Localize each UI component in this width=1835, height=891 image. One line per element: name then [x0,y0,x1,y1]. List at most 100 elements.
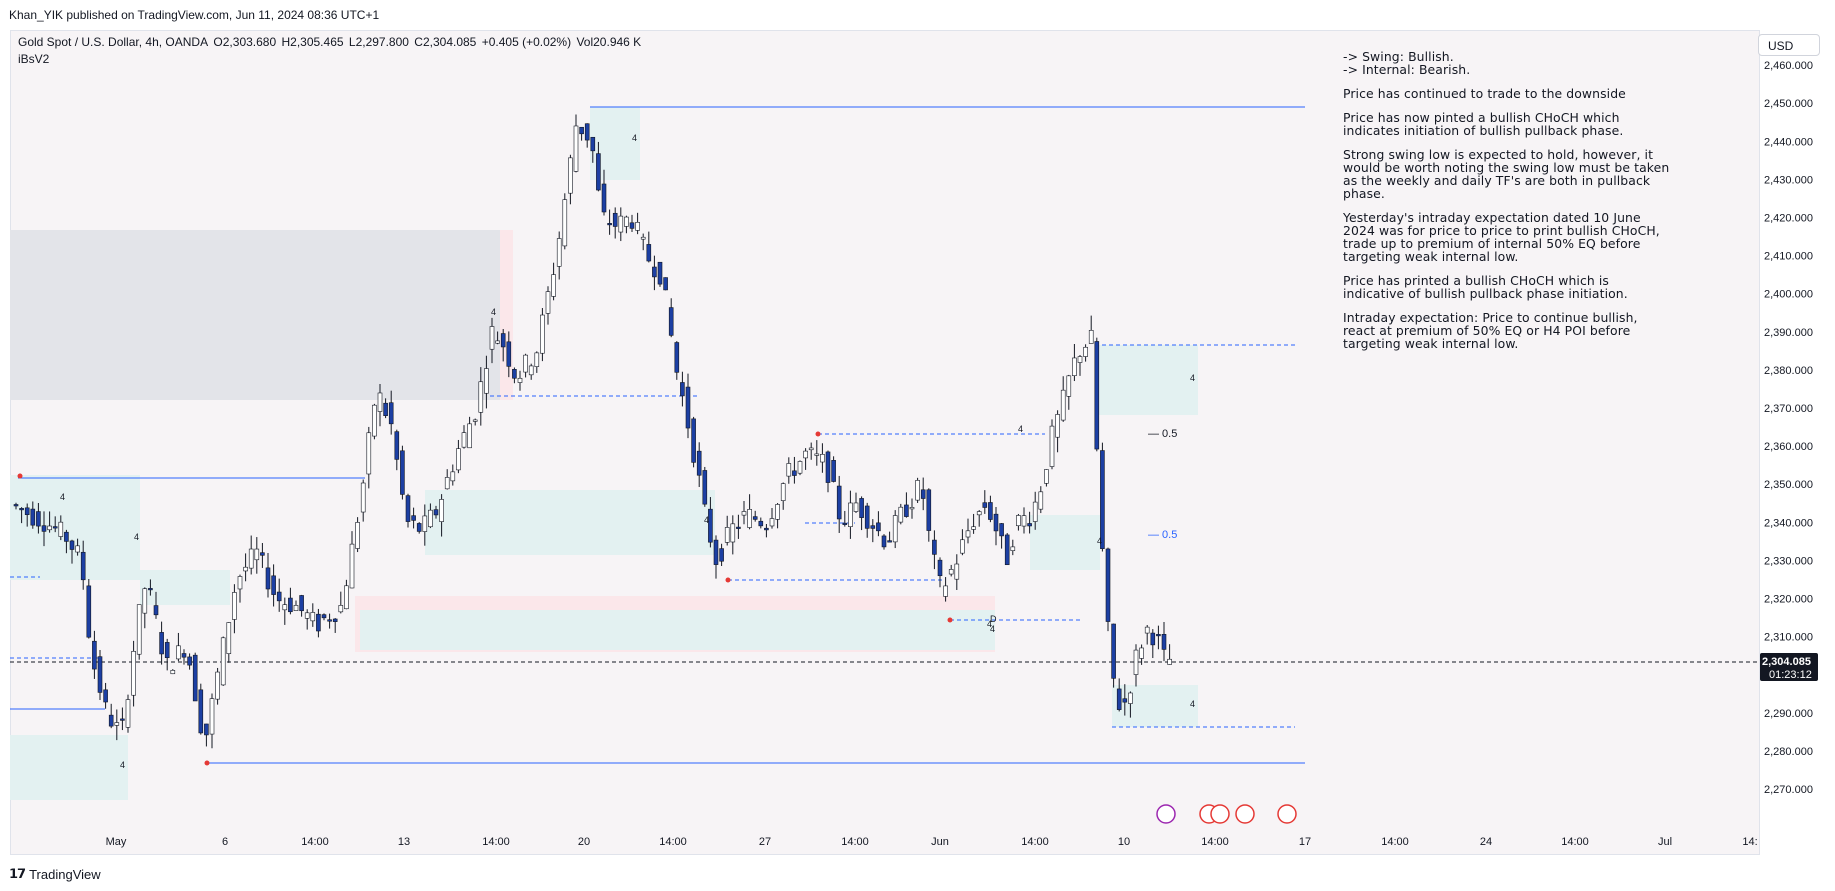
bullish-candle [450,471,456,482]
bullish-candle [377,392,383,412]
bearish-candle [876,522,881,532]
bearish-candle [416,523,422,532]
price-tick: 2,380.000 [1764,365,1813,377]
bearish-candle [736,526,741,529]
note-paragraph: Strong swing low is expected to hold, ho… [1343,147,1670,201]
bullish-candle [965,530,971,538]
bearish-candle [584,123,590,141]
swing-point-marker [815,431,821,437]
bearish-candle [383,402,388,416]
time-tick: 14:00 [659,836,687,848]
bearish-candle [405,495,411,522]
bullish-candle [232,592,237,620]
bullish-candle [114,722,120,726]
bearish-candle [652,266,657,278]
bullish-candle [1032,501,1038,522]
eq-label: — 0.5 [1148,529,1177,541]
bearish-candle [831,460,836,482]
bullish-candle [1072,357,1077,376]
time-tick: 14:00 [482,836,510,848]
bearish-candle [612,212,618,227]
price-tick: 2,340.000 [1764,517,1813,529]
bearish-candle [590,136,596,152]
time-tick: Jul [1658,836,1672,848]
demand-zone [10,735,128,800]
bearish-candle [506,341,512,367]
bullish-candle [1016,515,1021,527]
bullish-candle [142,588,148,614]
bearish-candle [792,470,797,476]
legend-volume: Vol20.946 K [576,35,642,49]
time-tick: 14: [1742,836,1757,848]
bullish-candle [1083,346,1088,357]
us-flag-icon [1210,804,1230,824]
bullish-candle [803,450,808,459]
bearish-candle [579,126,584,135]
bullish-candle [562,199,568,247]
time-tick: 10 [1118,836,1130,848]
bearish-candle [596,153,601,191]
bullish-candle [220,637,226,686]
bullish-candle [534,352,540,367]
bullish-candle [360,482,366,513]
bearish-candle [265,567,271,590]
bearish-candle [657,261,663,285]
chart-area[interactable] [10,30,1760,855]
zones-layer [10,107,1198,800]
price-tick: 2,390.000 [1764,327,1813,339]
demand-zone [1095,345,1198,415]
legend-open: O2,303.680 [213,35,277,49]
candles-layer [13,114,1172,749]
bearish-candle [192,654,198,702]
bearish-candle [1122,698,1128,703]
demand-zone [10,475,140,580]
bullish-candle [545,291,551,314]
indicator-name[interactable]: iBsV2 [18,52,50,66]
currency-selector[interactable]: USD [1758,34,1820,56]
bearish-candle [1156,634,1161,637]
bearish-candle [153,605,159,616]
price-tick: 2,280.000 [1764,746,1813,758]
footer-brand[interactable]: 𝟭𝟳 TradingView [9,866,101,882]
note-paragraph: Price has now pinted a bullish CHoCH whi… [1343,110,1624,138]
bearish-candle [41,525,47,532]
axis-layer: 2,270.0002,280.0002,290.0002,300.0002,31… [106,30,1835,855]
bearish-candle [187,656,192,666]
swing-point-marker [204,760,210,766]
bullish-candle [909,507,915,510]
bearish-candle [69,540,75,550]
time-tick: 14:00 [301,836,329,848]
bearish-candle [327,619,332,622]
bullish-candle [747,509,752,528]
bullish-candle [243,566,248,572]
bullish-candle [282,604,288,611]
bullish-candle [523,354,528,373]
bearish-candle [752,516,758,520]
bearish-candle [999,523,1004,537]
bullish-candle [853,502,859,512]
time-tick: 13 [398,836,410,848]
bearish-candle [1105,548,1111,622]
bullish-candle [226,622,232,654]
bearish-candle [36,511,41,527]
bearish-candle [1116,688,1122,710]
bullish-candle [730,523,736,543]
bearish-candle [932,539,937,555]
bearish-candle [433,509,439,516]
bullish-candle [948,569,954,575]
bearish-candle [864,505,870,529]
bullish-candle [338,605,344,613]
bearish-candle [13,504,19,507]
price-tick: 2,450.000 [1764,98,1813,110]
bearish-candle [663,277,668,291]
bearish-candle [103,689,108,703]
bullish-candle [461,432,467,448]
zone-label: 4 [1190,373,1195,383]
bearish-candle [920,489,926,499]
bearish-candle [646,244,652,262]
bearish-candle [24,507,30,516]
bullish-candle [170,670,176,675]
bearish-candle [1094,341,1100,450]
zone-label: 4 [134,532,139,542]
